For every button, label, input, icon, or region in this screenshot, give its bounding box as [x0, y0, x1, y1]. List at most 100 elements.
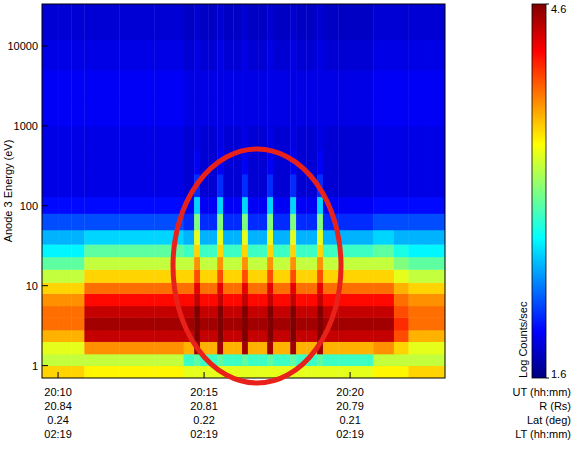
heatmap-cell [184, 366, 195, 378]
ephemeris-value: 02:19 [44, 428, 72, 440]
heatmap-cell [154, 214, 172, 231]
heatmap-cell [394, 306, 409, 318]
heatmap-cell [426, 214, 445, 231]
heatmap-cell [217, 4, 223, 40]
heatmap-cells [42, 4, 445, 378]
heatmap-cell [84, 342, 102, 355]
heatmap-cell [408, 318, 426, 331]
heatmap-cell [208, 70, 217, 102]
heatmap-cell [248, 366, 259, 378]
x-tick [58, 372, 59, 378]
heatmap-cell [338, 354, 356, 366]
heatmap-cell [84, 40, 102, 71]
heatmap-cell [137, 306, 155, 318]
heatmap-cell [71, 293, 85, 306]
heatmap-cell [208, 174, 217, 197]
heatmap-cell [317, 354, 323, 366]
heatmap-cell [248, 257, 259, 270]
heatmap-cell [194, 244, 200, 257]
heatmap-cell [373, 366, 394, 378]
heatmap-cell [373, 214, 394, 231]
heatmap-cell [223, 126, 234, 150]
heatmap-cell [119, 150, 137, 174]
heatmap-cell [306, 366, 317, 378]
heatmap-cell [394, 257, 409, 270]
heatmap-cell [71, 342, 85, 355]
heatmap-cell [119, 318, 137, 331]
heatmap-cell [248, 282, 259, 293]
heatmap-cell [194, 366, 200, 378]
heatmap-cell [217, 330, 223, 342]
heatmap-cell [223, 102, 234, 126]
heatmap-cell [267, 354, 273, 366]
heatmap-cell [42, 4, 58, 40]
heatmap-cell [426, 197, 445, 214]
heatmap-cell [317, 282, 323, 293]
heatmap-cell [42, 354, 58, 366]
heatmap-cell [248, 269, 259, 282]
heatmap-cell [223, 4, 234, 40]
heatmap-cell [296, 342, 307, 355]
heatmap-cell [323, 102, 339, 126]
heatmap-cell [154, 197, 172, 214]
heatmap-cell [172, 126, 184, 150]
heatmap-cell [154, 306, 172, 318]
heatmap-cell [273, 102, 283, 126]
heatmap-cell [223, 293, 234, 306]
heatmap-cell [119, 40, 137, 71]
heatmap-cell [223, 306, 234, 318]
heatmap-cell [248, 174, 259, 197]
heatmap-cell [58, 4, 72, 40]
y-tick-label: 10 [26, 280, 38, 292]
annotation-ellipse [173, 149, 341, 383]
heatmap-cell [290, 269, 296, 282]
heatmap-cell [84, 282, 102, 293]
heatmap-cell [58, 354, 72, 366]
heatmap-cell [137, 197, 155, 214]
heatmap-cell [273, 4, 283, 40]
heatmap-cell [217, 40, 223, 71]
heatmap-cell [217, 342, 223, 355]
heatmap-cell [233, 318, 242, 331]
heatmap-cell [394, 70, 409, 102]
heatmap-cell [283, 126, 291, 150]
heatmap-cell [408, 306, 426, 318]
heatmap-cell [58, 214, 72, 231]
heatmap-cell [217, 70, 223, 102]
heatmap-cell [290, 330, 296, 342]
heatmap-cell [71, 214, 85, 231]
heatmap-cell [58, 342, 72, 355]
heatmap-cell [137, 269, 155, 282]
heatmap-cell [273, 354, 283, 366]
heatmap-cell [267, 70, 273, 102]
heatmap-cell [242, 257, 248, 270]
heatmap-cell [408, 257, 426, 270]
heatmap-cell [200, 126, 209, 150]
heatmap-cell [172, 150, 184, 174]
heatmap-cell [102, 40, 120, 71]
heatmap-cell [317, 70, 323, 102]
heatmap-cell [154, 4, 172, 40]
heatmap-cell [338, 126, 356, 150]
heatmap-cell [267, 293, 273, 306]
heatmap-cell [58, 70, 72, 102]
heatmap-cell [184, 214, 195, 231]
heatmap-cell [233, 40, 242, 71]
heatmap-cell [408, 293, 426, 306]
heatmap-cell [373, 70, 394, 102]
heatmap-cell [426, 126, 445, 150]
heatmap-cell [317, 244, 323, 257]
heatmap-cell [137, 318, 155, 331]
heatmap-cell [102, 293, 120, 306]
ephemeris-value: 0.21 [339, 414, 360, 426]
heatmap-cell [426, 244, 445, 257]
heatmap-cell [172, 70, 184, 102]
heatmap-cell [58, 102, 72, 126]
heatmap-cell [102, 214, 120, 231]
chart: 110100100010000Anode 3 Energy (eV)20:102… [0, 0, 577, 450]
heatmap-cell [208, 126, 217, 150]
heatmap-cell [290, 174, 296, 197]
heatmap-cell [258, 318, 267, 331]
heatmap-cell [323, 126, 339, 150]
heatmap-cell [356, 330, 374, 342]
